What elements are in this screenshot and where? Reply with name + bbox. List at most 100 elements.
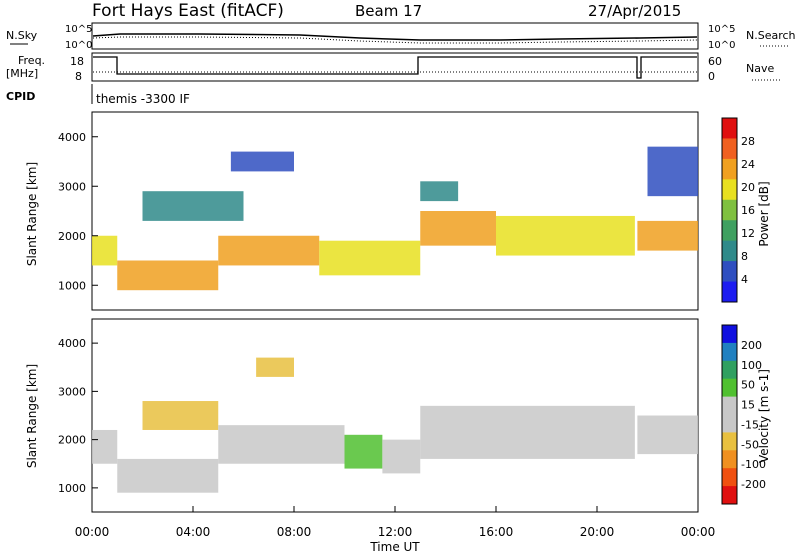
power-band-2: [218, 235, 320, 266]
xtick-label-6: 00:00: [681, 525, 716, 539]
colorbar-swatch-0: [722, 325, 737, 344]
freq-line: [93, 56, 697, 79]
power-band-8: [230, 151, 294, 172]
colorbar-tick-1: -100: [741, 458, 766, 471]
velocity-colorbar-label: Velocity [m s-1]: [757, 369, 771, 463]
colorbar-tick-0: -200: [741, 478, 766, 491]
power-colorbar-label: Power [dB]: [757, 181, 771, 246]
ytick-label-0: 1000: [58, 482, 86, 495]
velocity-band-3: [218, 425, 345, 464]
velocity-band-4: [344, 434, 383, 469]
power-band-9: [420, 181, 459, 202]
freq-panel-frame: [91, 52, 699, 82]
ytick-label-2: 3000: [58, 180, 86, 193]
colorbar-swatch-4: [722, 396, 737, 415]
freq-tick-top: 18: [70, 55, 84, 68]
colorbar-tick-1: 8: [741, 250, 748, 263]
velocity-band-8: [256, 357, 294, 377]
velocity-band-7: [637, 415, 698, 455]
power-colorbar: 4 8 12 16 20 24 28: [721, 117, 755, 303]
colorbar-swatch-8: [722, 281, 737, 303]
noise-search-line: [92, 36, 698, 44]
colorbar-tick-5: 50: [741, 379, 755, 392]
colorbar-tick-4: 15: [741, 399, 755, 412]
colorbar-tick-2: -50: [741, 438, 759, 451]
ytick-label-3: 4000: [58, 337, 86, 350]
colorbar-tick-6: 100: [741, 359, 762, 372]
ytick-label-1: 2000: [58, 434, 86, 447]
colorbar-swatch-0: [722, 118, 737, 139]
power-band-1: [117, 260, 219, 291]
velocity-band-2: [142, 401, 219, 430]
nave-tick-top: 60: [708, 55, 722, 68]
colorbar-tick-5: 24: [741, 158, 755, 171]
cpid-text: themis -3300 IF: [96, 92, 190, 106]
cpid-label: CPID: [6, 90, 35, 103]
x-axis-ticks: 00:00 04:00 08:00 12:00 16:00 20:00 00:00: [75, 506, 716, 539]
power-band-7: [142, 191, 244, 221]
date-label: 27/Apr/2015: [588, 2, 681, 20]
velocity-band-5: [382, 439, 421, 474]
power-band-4: [420, 211, 496, 246]
station-title: Fort Hays East (fitACF): [92, 1, 284, 21]
noise-right-label: N.Search: [746, 29, 796, 42]
noise-left-label: N.Sky: [6, 29, 38, 42]
power-band-10: [647, 146, 698, 197]
xtick-label-2: 08:00: [277, 525, 312, 539]
ytick-label-0: 1000: [58, 279, 86, 292]
power-yticks: 1000 2000 3000 4000: [58, 131, 98, 292]
power-bands: [92, 146, 698, 291]
colorbar-tick-4: 20: [741, 181, 755, 194]
colorbar-swatch-6: [722, 432, 737, 451]
colorbar-tick-3: 16: [741, 204, 755, 217]
ytick-label-1: 2000: [58, 230, 86, 243]
velocity-colorbar: -200 -100 -50 -15 15 50 100 200: [721, 324, 766, 505]
xtick-label-4: 16:00: [479, 525, 514, 539]
colorbar-swatch-6: [722, 240, 737, 262]
colorbar-swatch-5: [722, 414, 737, 433]
power-band-6: [637, 220, 698, 251]
ytick-label-2: 3000: [58, 385, 86, 398]
colorbar-tick-0: 4: [741, 273, 748, 286]
colorbar-swatch-4: [722, 199, 737, 221]
noise-panel-frame: [91, 22, 699, 50]
colorbar-frame: [721, 324, 738, 505]
colorbar-swatch-5: [722, 220, 737, 242]
velocity-band-0: [92, 429, 118, 464]
colorbar-swatch-3: [722, 378, 737, 398]
velocity-band-6: [420, 405, 635, 459]
nave-tick-bottom: 0: [708, 70, 715, 83]
xtick-label-1: 04:00: [176, 525, 211, 539]
colorbar-swatch-2: [722, 158, 737, 180]
colorbar-swatch-7: [722, 450, 737, 469]
colorbar-swatch-8: [722, 468, 737, 487]
power-band-5: [496, 215, 635, 256]
colorbar-swatch-1: [722, 138, 737, 160]
colorbar-swatch-7: [722, 261, 737, 283]
velocity-ylabel: Slant Range [km]: [25, 364, 39, 468]
colorbar-tick-3: -15: [741, 418, 759, 431]
freq-label-line1: Freq.: [18, 54, 45, 67]
colorbar-swatch-1: [722, 342, 737, 362]
power-ylabel: Slant Range [km]: [25, 162, 39, 266]
velocity-band-1: [117, 458, 219, 493]
power-band-3: [319, 240, 421, 276]
power-band-0: [92, 235, 118, 266]
noise-left-tick-top: 10^5: [65, 24, 92, 35]
velocity-yticks: 1000 2000 3000 4000: [58, 337, 98, 495]
xtick-label-5: 20:00: [580, 525, 615, 539]
nave-label: Nave: [746, 62, 774, 75]
noise-left-tick-bottom: 10^0: [65, 40, 92, 51]
noise-sky-line: [92, 33, 698, 41]
ytick-label-3: 4000: [58, 131, 86, 144]
xtick-label-0: 00:00: [75, 525, 110, 539]
noise-right-tick-bottom: 10^0: [708, 40, 735, 51]
colorbar-tick-2: 12: [741, 227, 755, 240]
colorbar-tick-6: 28: [741, 135, 755, 148]
colorbar-tick-7: 200: [741, 339, 762, 352]
x-axis-label: Time UT: [369, 540, 420, 554]
colorbar-swatch-9: [722, 486, 737, 505]
velocity-bands: [92, 357, 698, 493]
freq-label-line2: [MHz]: [6, 67, 38, 80]
